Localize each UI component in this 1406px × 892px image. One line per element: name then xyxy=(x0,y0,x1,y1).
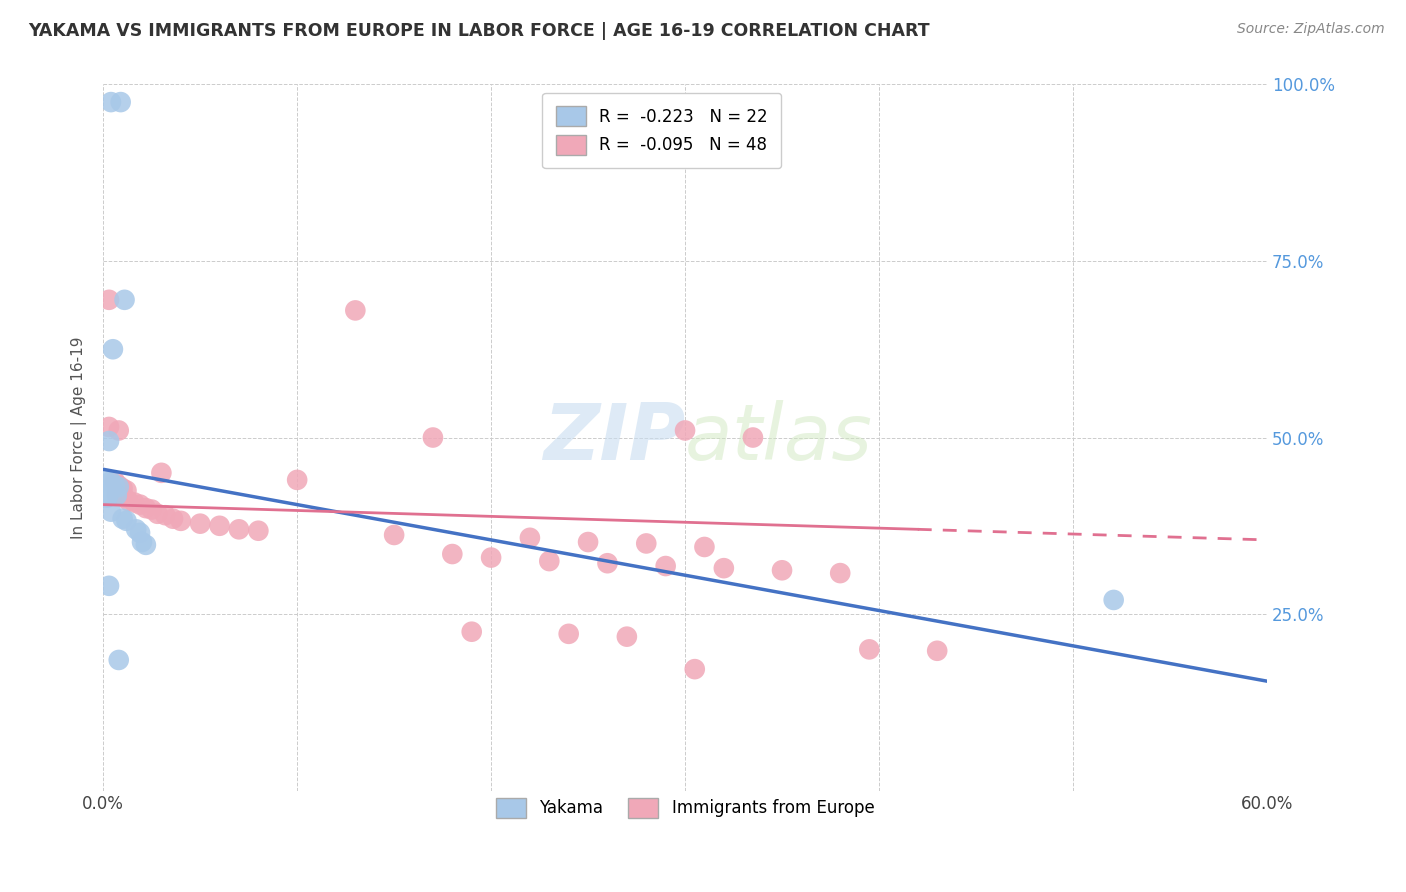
Point xyxy=(117,494,139,508)
Point xyxy=(131,535,153,549)
Point xyxy=(654,559,676,574)
Text: YAKAMA VS IMMIGRANTS FROM EUROPE IN LABOR FORCE | AGE 16-19 CORRELATION CHART: YAKAMA VS IMMIGRANTS FROM EUROPE IN LABO… xyxy=(28,22,929,40)
Point xyxy=(247,524,270,538)
Point xyxy=(125,522,148,536)
Point xyxy=(616,630,638,644)
Point xyxy=(114,293,136,307)
Point xyxy=(557,627,579,641)
Point xyxy=(344,303,367,318)
Point xyxy=(770,563,793,577)
Point xyxy=(927,644,949,658)
Point xyxy=(830,566,852,580)
Point xyxy=(693,540,716,554)
Point xyxy=(1102,593,1125,607)
Point xyxy=(100,95,122,109)
Point xyxy=(673,424,696,438)
Point xyxy=(101,343,124,357)
Y-axis label: In Labor Force | Age 16-19: In Labor Force | Age 16-19 xyxy=(72,336,87,539)
Point xyxy=(115,514,138,528)
Point xyxy=(170,514,193,528)
Point xyxy=(576,535,599,549)
Point xyxy=(104,475,127,489)
Point xyxy=(285,473,308,487)
Point xyxy=(98,293,121,307)
Point xyxy=(105,488,128,502)
Point xyxy=(100,475,122,489)
Point xyxy=(228,522,250,536)
Point xyxy=(107,653,129,667)
Point xyxy=(110,488,132,502)
Point xyxy=(98,434,121,448)
Point xyxy=(98,487,121,501)
Point xyxy=(129,498,152,512)
Point xyxy=(636,536,658,550)
Point xyxy=(596,556,619,570)
Point xyxy=(129,525,152,540)
Point xyxy=(94,473,117,487)
Point xyxy=(742,430,765,444)
Point xyxy=(460,624,484,639)
Point xyxy=(538,554,561,568)
Point xyxy=(96,491,118,505)
Point xyxy=(188,516,211,531)
Point xyxy=(441,547,464,561)
Point xyxy=(382,528,405,542)
Legend: Yakama, Immigrants from Europe: Yakama, Immigrants from Europe xyxy=(489,791,882,824)
Point xyxy=(208,518,231,533)
Point xyxy=(150,466,173,480)
Point xyxy=(683,662,706,676)
Text: Source: ZipAtlas.com: Source: ZipAtlas.com xyxy=(1237,22,1385,37)
Point xyxy=(107,424,129,438)
Point xyxy=(135,501,157,516)
Point xyxy=(146,507,169,521)
Point xyxy=(479,550,502,565)
Point xyxy=(105,487,128,501)
Point xyxy=(713,561,735,575)
Point xyxy=(100,505,122,519)
Point xyxy=(114,491,136,505)
Point xyxy=(111,481,134,495)
Point xyxy=(115,483,138,498)
Point xyxy=(135,538,157,552)
Point xyxy=(858,642,880,657)
Point xyxy=(141,502,163,516)
Point xyxy=(519,531,541,545)
Point xyxy=(122,495,145,509)
Point xyxy=(155,508,177,523)
Point xyxy=(422,430,444,444)
Point xyxy=(104,478,127,492)
Point xyxy=(110,95,132,109)
Point xyxy=(98,579,121,593)
Point xyxy=(107,480,129,494)
Point xyxy=(107,478,129,492)
Text: ZIP: ZIP xyxy=(543,400,685,475)
Point xyxy=(98,420,121,434)
Text: atlas: atlas xyxy=(685,400,873,475)
Point xyxy=(162,512,184,526)
Point xyxy=(111,512,134,526)
